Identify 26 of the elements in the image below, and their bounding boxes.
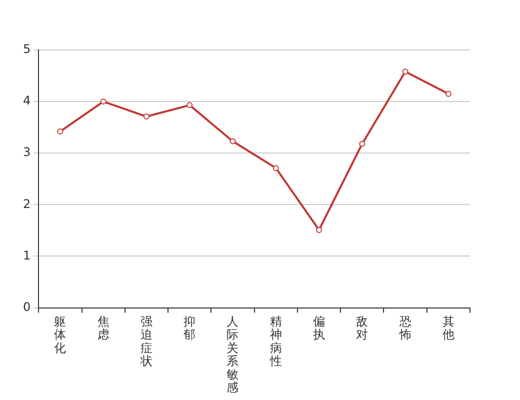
y-tick-label: 4 [22,94,31,108]
point [445,90,452,97]
x-tick-label: 强迫症状 [139,314,152,368]
point [230,138,236,144]
y-tick-label: 0 [22,300,31,314]
x-tick-label: 躯体化 [54,314,66,355]
x-tick-label: 抑郁 [184,314,196,342]
x-tick-label: 偏执 [313,314,326,342]
x-tick-label: 精神病性 [268,314,282,368]
x-tick-label: 敌对 [356,314,368,342]
x-tick-label: 焦虑 [97,314,110,342]
point [186,102,193,108]
x-tick-label: 人际关系敏感 [226,314,239,395]
x-tick-label: 其他 [442,314,454,342]
point [316,226,322,233]
point [57,128,64,134]
point [143,114,150,120]
y-tick-label: 1 [22,248,31,262]
y-tick-label: 2 [22,196,31,211]
point [272,165,279,172]
x-tick-label: 恐怖 [398,314,412,342]
point [359,140,366,147]
point [402,68,408,75]
y-tick-label: 3 [22,145,31,160]
y-tick-label: 5 [22,42,31,56]
point [100,98,106,105]
